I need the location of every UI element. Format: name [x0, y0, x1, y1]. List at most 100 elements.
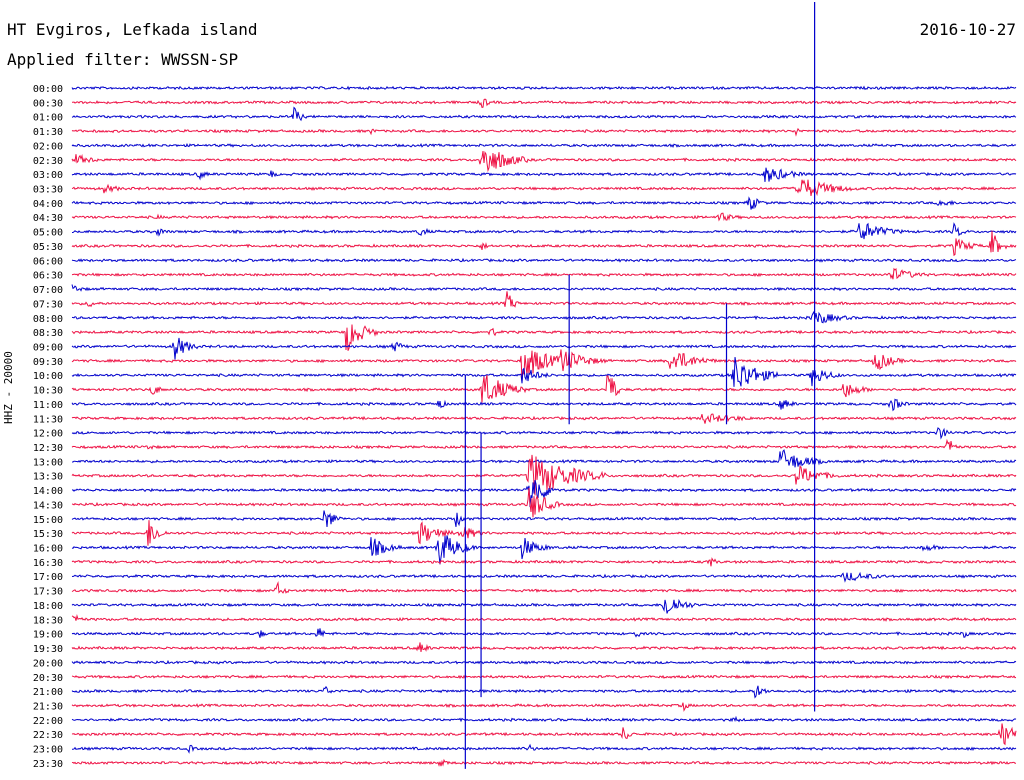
trace-line	[71, 179, 1017, 197]
row-time-label: 10:00	[33, 371, 63, 382]
trace-line	[71, 212, 1017, 222]
trace-line	[71, 723, 1017, 746]
trace-line	[71, 257, 1017, 263]
row-time-label: 00:30	[33, 98, 63, 109]
station-title: HT Evgiros, Lefkada island	[7, 20, 258, 39]
trace-line	[71, 398, 1017, 412]
row-time-label: 19:00	[33, 630, 63, 641]
row-time-label: 07:30	[33, 299, 63, 310]
row-time-label: 01:00	[33, 113, 63, 124]
row-time-label: 10:30	[33, 386, 63, 397]
row-time-label: 18:30	[33, 615, 63, 626]
row-time-label: 15:00	[33, 515, 63, 526]
row-time-label: 20:30	[33, 673, 63, 684]
row-time-label: 01:30	[33, 127, 63, 138]
trace-line	[72, 743, 1017, 754]
row-time-label: 00:00	[33, 84, 63, 95]
trace-line	[71, 196, 1017, 210]
trace-line	[71, 715, 1017, 723]
trace-line	[71, 413, 1017, 424]
trace-line	[71, 685, 1017, 699]
trace-line	[71, 106, 1017, 122]
trace-line	[72, 222, 1017, 240]
row-time-label: 08:30	[33, 328, 63, 339]
row-time-label: 11:00	[33, 400, 63, 411]
trace-line	[71, 167, 1017, 182]
row-time-label: 13:30	[33, 472, 63, 483]
row-time-label: 21:00	[33, 687, 63, 698]
trace-line	[71, 510, 1017, 527]
trace-line	[71, 454, 1017, 496]
trace-line	[71, 291, 1017, 308]
trace-line	[71, 230, 1017, 257]
trace-line	[71, 143, 1017, 148]
trace-line	[71, 659, 1017, 665]
row-time-label: 19:30	[33, 644, 63, 655]
row-time-label: 05:30	[33, 242, 63, 253]
row-time-label: 13:00	[33, 457, 63, 468]
row-time-label: 21:30	[33, 701, 63, 712]
trace-line	[71, 337, 1017, 360]
row-time-label: 17:00	[33, 572, 63, 583]
trace-line	[71, 267, 1017, 280]
trace-line	[71, 674, 1017, 680]
trace-line	[71, 357, 1017, 387]
row-time-label: 23:00	[33, 745, 63, 756]
row-time-label: 04:00	[33, 199, 63, 210]
trace-line	[71, 127, 1017, 137]
date-label: 2016-10-27	[919, 20, 1016, 39]
row-time-label: 15:30	[33, 529, 63, 540]
trace-line	[72, 449, 1017, 468]
trace-line	[71, 581, 1017, 594]
trace-line	[71, 150, 1017, 173]
row-time-label: 12:00	[33, 429, 63, 440]
row-time-label: 11:30	[33, 414, 63, 425]
trace-line	[71, 557, 1017, 567]
row-time-label: 08:00	[33, 314, 63, 325]
trace-line	[71, 374, 1017, 403]
trace-line	[71, 702, 1017, 712]
trace-line	[71, 479, 1017, 508]
row-time-label: 22:00	[33, 716, 63, 727]
row-time-label: 14:30	[33, 500, 63, 511]
row-time-label: 14:00	[33, 486, 63, 497]
trace-line	[71, 427, 1017, 440]
filter-label: Applied filter: WWSSN-SP	[7, 50, 239, 69]
row-time-label: 16:00	[33, 544, 63, 555]
row-time-label: 18:00	[33, 601, 63, 612]
trace-line	[71, 488, 1017, 518]
row-time-label: 03:30	[33, 185, 63, 196]
row-time-label: 06:30	[33, 271, 63, 282]
trace-line	[71, 324, 1017, 351]
row-time-label: 23:30	[33, 759, 63, 770]
row-time-label: 22:30	[33, 730, 63, 741]
row-time-label: 17:30	[33, 587, 63, 598]
row-time-label: 16:30	[33, 558, 63, 569]
row-time-label: 02:30	[33, 156, 63, 167]
row-time-label: 03:00	[33, 170, 63, 181]
trace-line	[71, 614, 1017, 622]
trace-line	[71, 535, 1017, 565]
trace-line	[71, 98, 1017, 108]
trace-line	[71, 349, 1017, 382]
row-time-label: 02:00	[33, 141, 63, 152]
trace-line	[71, 284, 1017, 292]
trace-line	[71, 758, 1016, 767]
row-time-label: 12:30	[33, 443, 63, 454]
trace-line	[71, 628, 1017, 638]
trace-line	[71, 598, 1017, 614]
trace-line	[71, 642, 1017, 652]
row-time-label: 20:00	[33, 658, 63, 669]
row-time-label: 04:30	[33, 213, 63, 224]
trace-line	[71, 310, 1017, 324]
trace-line	[71, 85, 1017, 91]
trace-line	[71, 438, 1017, 450]
trace-line	[71, 520, 1017, 546]
row-time-label: 05:00	[33, 228, 63, 239]
row-time-label: 09:30	[33, 357, 63, 368]
row-time-label: 07:00	[33, 285, 63, 296]
trace-line	[71, 571, 1017, 583]
row-time-label: 09:00	[33, 342, 63, 353]
row-time-label: 06:00	[33, 256, 63, 267]
